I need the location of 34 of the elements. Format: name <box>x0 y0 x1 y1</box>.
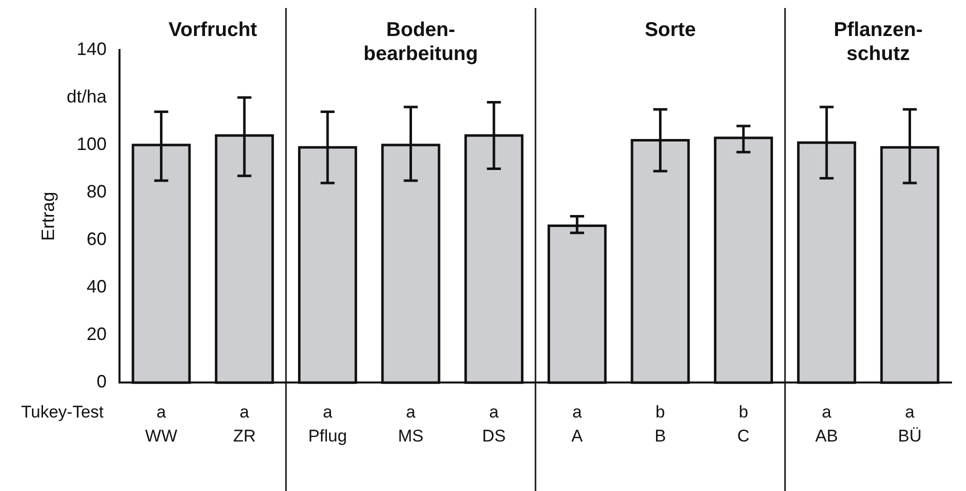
y-tick-label: 60 <box>86 229 107 250</box>
text: a <box>240 402 250 422</box>
x-tick-label: WW <box>145 426 178 446</box>
y-tick-label: 20 <box>86 324 107 344</box>
y-tick-label: dt/ha <box>66 86 108 106</box>
y-axis-title: Ertrag <box>38 192 58 241</box>
x-tick-label: BÜ <box>898 426 922 446</box>
y-tick-label: 0 <box>96 372 107 392</box>
x-tick-label: C <box>737 426 750 446</box>
text: a <box>822 402 832 422</box>
text: b <box>738 402 748 422</box>
text: a <box>905 402 916 422</box>
text: Sorte <box>644 19 696 41</box>
y-tick-label: 140 <box>76 38 107 59</box>
x-tick-label: ZR <box>233 426 256 446</box>
y-tick-label: 40 <box>86 276 107 297</box>
y-tick-label: 80 <box>86 182 107 202</box>
annotation: Boden- bearbeitung <box>364 19 478 65</box>
x-tick-label: AB <box>815 426 838 446</box>
text: Tukey-Test <box>21 402 104 422</box>
x-tick-label: Pflug <box>308 426 347 446</box>
text: b <box>656 402 666 422</box>
x-tick-label: MS <box>398 426 424 446</box>
text: a <box>572 402 582 422</box>
text: a <box>489 402 500 422</box>
x-tick-label: B <box>654 426 666 446</box>
x-tick-label: DS <box>482 426 506 446</box>
text: a <box>322 402 333 422</box>
text: a <box>406 402 416 422</box>
y-tick-label: 100 <box>76 134 107 154</box>
x-tick-label: A <box>571 426 584 446</box>
text: a <box>156 402 166 422</box>
annotation: Pflanzen- schutz <box>834 19 923 65</box>
text: Vorfrucht <box>168 19 258 41</box>
